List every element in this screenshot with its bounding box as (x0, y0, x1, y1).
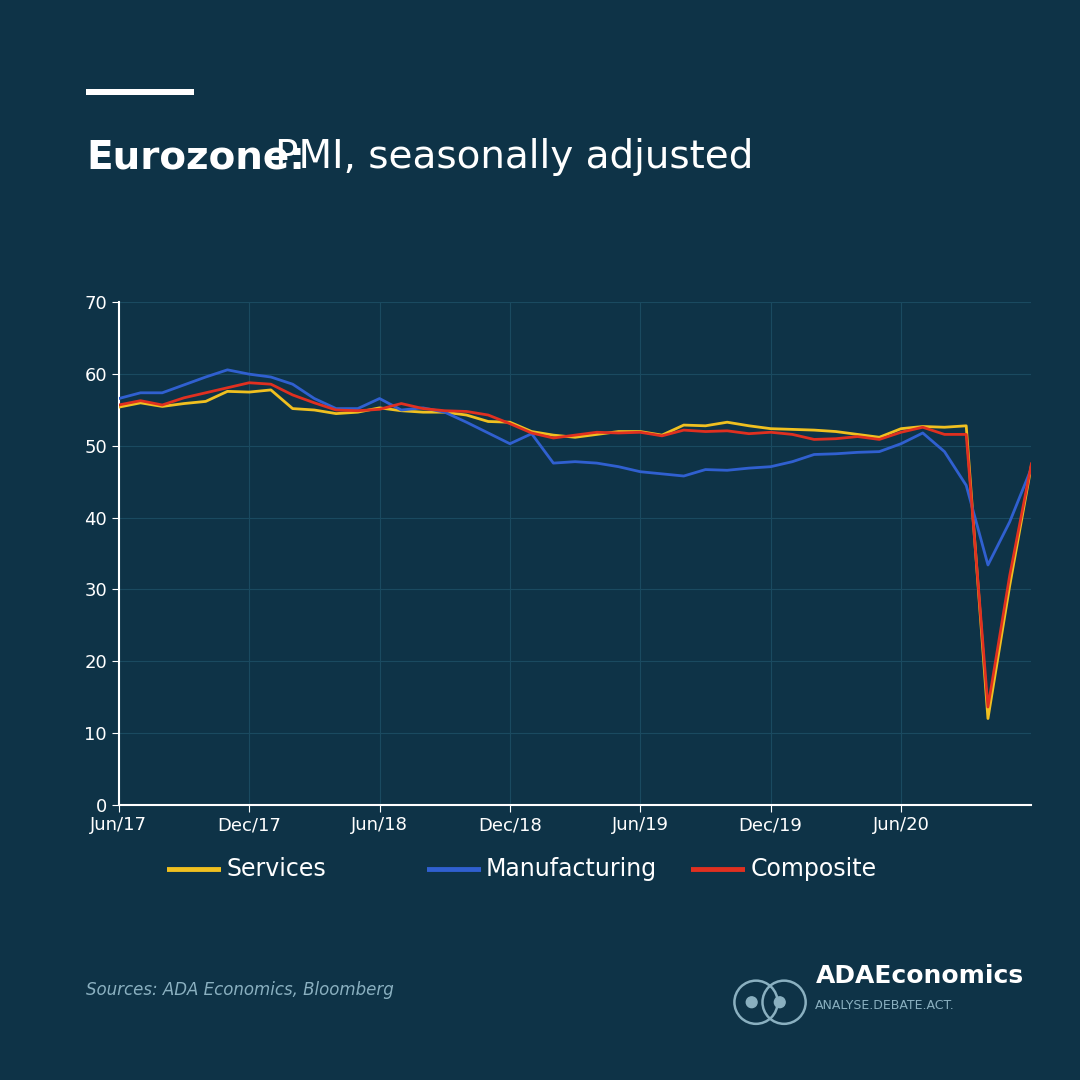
Text: Composite: Composite (751, 858, 877, 881)
Text: ADAEconomics: ADAEconomics (815, 964, 1024, 988)
Text: Sources: ADA Economics, Bloomberg: Sources: ADA Economics, Bloomberg (86, 981, 394, 999)
Text: Services: Services (227, 858, 326, 881)
Text: PMI, seasonally adjusted: PMI, seasonally adjusted (275, 138, 754, 176)
Text: Manufacturing: Manufacturing (486, 858, 657, 881)
Text: Eurozone:: Eurozone: (86, 138, 306, 176)
Text: ANALYSE.DEBATE.ACT.: ANALYSE.DEBATE.ACT. (815, 999, 955, 1012)
